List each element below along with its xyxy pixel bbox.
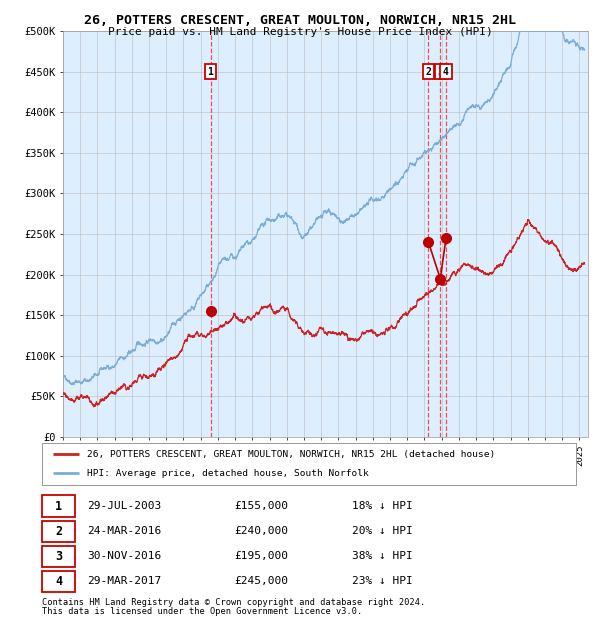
Text: 20% ↓ HPI: 20% ↓ HPI [352,526,412,536]
Text: 1: 1 [208,66,214,77]
Text: This data is licensed under the Open Government Licence v3.0.: This data is licensed under the Open Gov… [42,607,362,616]
Text: 23% ↓ HPI: 23% ↓ HPI [352,577,412,587]
Text: 3: 3 [55,550,62,563]
Text: HPI: Average price, detached house, South Norfolk: HPI: Average price, detached house, Sout… [88,469,369,478]
Text: 30-NOV-2016: 30-NOV-2016 [88,551,161,561]
Text: 2: 2 [425,66,431,77]
FancyBboxPatch shape [42,495,75,517]
Text: £155,000: £155,000 [234,501,288,511]
Text: £240,000: £240,000 [234,526,288,536]
Text: 4: 4 [55,575,62,588]
Text: 24-MAR-2016: 24-MAR-2016 [88,526,161,536]
Text: Price paid vs. HM Land Registry's House Price Index (HPI): Price paid vs. HM Land Registry's House … [107,27,493,37]
FancyBboxPatch shape [42,521,75,542]
Text: Contains HM Land Registry data © Crown copyright and database right 2024.: Contains HM Land Registry data © Crown c… [42,598,425,607]
Text: 26, POTTERS CRESCENT, GREAT MOULTON, NORWICH, NR15 2HL: 26, POTTERS CRESCENT, GREAT MOULTON, NOR… [84,14,516,27]
Text: 4: 4 [443,66,449,77]
Text: 29-MAR-2017: 29-MAR-2017 [88,577,161,587]
Text: £245,000: £245,000 [234,577,288,587]
FancyBboxPatch shape [42,546,75,567]
Text: 2: 2 [55,525,62,538]
FancyBboxPatch shape [42,570,75,592]
Text: 3: 3 [437,66,443,77]
Text: 29-JUL-2003: 29-JUL-2003 [88,501,161,511]
Text: 1: 1 [55,500,62,513]
Text: 18% ↓ HPI: 18% ↓ HPI [352,501,412,511]
Text: 38% ↓ HPI: 38% ↓ HPI [352,551,412,561]
Text: 26, POTTERS CRESCENT, GREAT MOULTON, NORWICH, NR15 2HL (detached house): 26, POTTERS CRESCENT, GREAT MOULTON, NOR… [88,450,496,459]
Text: £195,000: £195,000 [234,551,288,561]
